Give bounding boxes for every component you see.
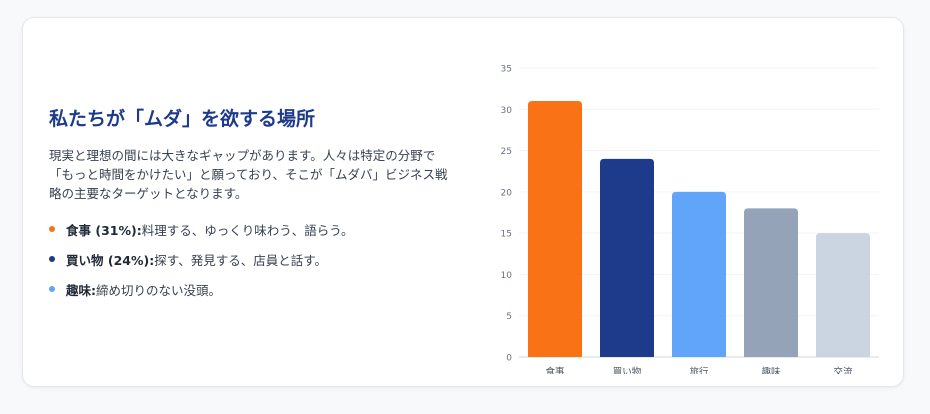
bar-2	[600, 158, 654, 357]
y-tick-label: 5	[506, 312, 512, 322]
bullet-dot-icon	[49, 256, 55, 262]
content-card: 私たちが「ムダ」を欲する場所 現実と理想の間には大きなギャップがあります。人々は…	[22, 17, 904, 387]
highlight-list: 食事 (31%): 料理する、ゆっくり味わう、語らう。 買い物 (24%): 探…	[49, 219, 459, 299]
list-item-label: 食事 (31%):	[66, 222, 142, 238]
bar-1	[528, 101, 582, 358]
y-tick-label: 25	[501, 147, 512, 157]
bullet-dot-icon	[49, 226, 55, 232]
y-tick-label: 0	[506, 354, 512, 364]
list-item-label: 買い物 (24%):	[66, 252, 155, 268]
bar-chart-svg: 0 5 10 15 20 25 30 35 食事 買い物 旅行 趣味 交流	[501, 65, 879, 378]
x-tick-label: 趣味	[761, 366, 781, 374]
x-tick-label: 交流	[833, 366, 853, 374]
x-tick-label: 旅行	[689, 366, 709, 374]
section-description: 現実と理想の間には大きなギャップがあります。人々は特定の分野で「もっと時間をかけ…	[49, 148, 448, 201]
bar-5	[816, 233, 870, 357]
section-title: 私たちが「ムダ」を欲する場所	[49, 108, 316, 130]
list-item-text: 締め切りのない没頭。	[96, 282, 222, 298]
bar-chart: 0 5 10 15 20 25 30 35 食事 買い物 旅行 趣味 交流	[471, 34, 901, 378]
list-item-label: 趣味:	[66, 282, 96, 298]
list-item-text: 料理する、ゆっくり味わう、語らう。	[141, 222, 354, 238]
x-tick-label: 買い物	[613, 366, 642, 374]
x-tick-label: 食事	[545, 366, 565, 374]
bullet-dot-icon	[49, 286, 55, 292]
list-item-text: 探す、発見する、店員と話す。	[154, 252, 327, 268]
list-item: 趣味: 締め切りのない没頭。	[49, 279, 459, 299]
y-tick-label: 35	[501, 65, 512, 75]
y-tick-label: 20	[501, 188, 513, 198]
list-item: 食事 (31%): 料理する、ゆっくり味わう、語らう。	[49, 219, 459, 239]
list-item: 買い物 (24%): 探す、発見する、店員と話す。	[49, 249, 459, 269]
bar-4	[744, 208, 798, 357]
bar-3	[672, 191, 726, 357]
text-panel: 私たちが「ムダ」を欲する場所 現実と理想の間には大きなギャップがあります。人々は…	[49, 106, 459, 309]
y-tick-label: 10	[501, 271, 513, 281]
y-tick-label: 30	[501, 106, 513, 116]
y-tick-label: 15	[501, 230, 512, 240]
